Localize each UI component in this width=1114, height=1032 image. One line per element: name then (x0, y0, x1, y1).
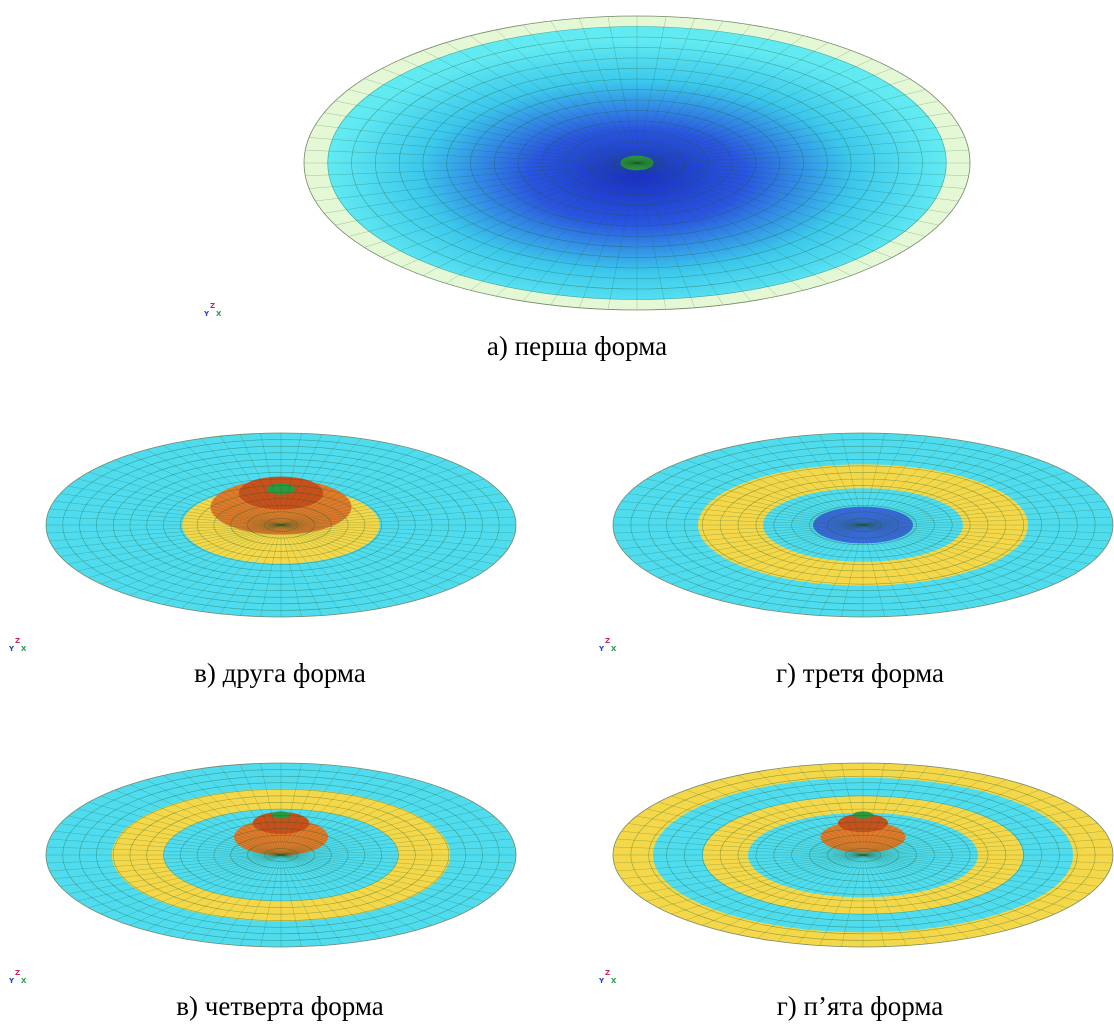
caption: г) третя форма (776, 658, 944, 688)
caption: г) п’ята форма (777, 991, 944, 1021)
triad-x: X (611, 977, 617, 985)
triad-x: X (21, 645, 27, 653)
caption: а) перша форма (487, 331, 667, 361)
mode-shape-panel: г) п’ята форма YZX (598, 763, 1113, 1021)
triad-y: Y (8, 977, 15, 985)
triad-z: Z (15, 969, 20, 977)
mode-shape-panel: г) третя форма YZX (598, 433, 1113, 688)
mode-shape-panel: в) четверта форма YZX (8, 763, 516, 1021)
mode-shape-panel: а) перша форма YZX (203, 16, 970, 361)
triad-z: Z (15, 637, 20, 645)
plate (613, 763, 1113, 947)
plate (304, 16, 970, 310)
triad-y: Y (8, 645, 15, 653)
triad-z: Z (605, 969, 610, 977)
triad-x: X (216, 310, 222, 318)
mode-shape-panel: в) друга форма YZX (8, 433, 516, 688)
triad-y: Y (598, 645, 605, 653)
triad-z: Z (210, 302, 215, 310)
caption: в) друга форма (194, 658, 366, 688)
plate (46, 433, 516, 617)
triad-x: X (21, 977, 27, 985)
figure: а) перша формаYZXв) друга формаYZXг) тре… (0, 0, 1114, 1032)
triad-y: Y (203, 310, 210, 318)
caption: в) четверта форма (176, 991, 383, 1021)
plate (46, 763, 516, 947)
plate (613, 433, 1113, 617)
triad-x: X (611, 645, 617, 653)
triad-y: Y (598, 977, 605, 985)
triad-z: Z (605, 637, 610, 645)
